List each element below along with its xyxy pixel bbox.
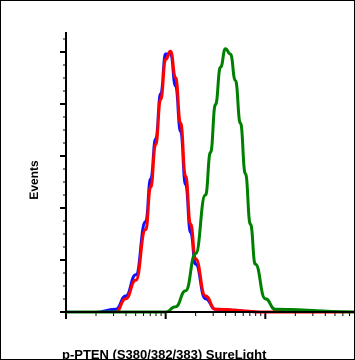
x-axis-label: p-PTEN (S380/382/383) SureLight [62,347,267,360]
y-axis-label: Events [27,160,41,200]
